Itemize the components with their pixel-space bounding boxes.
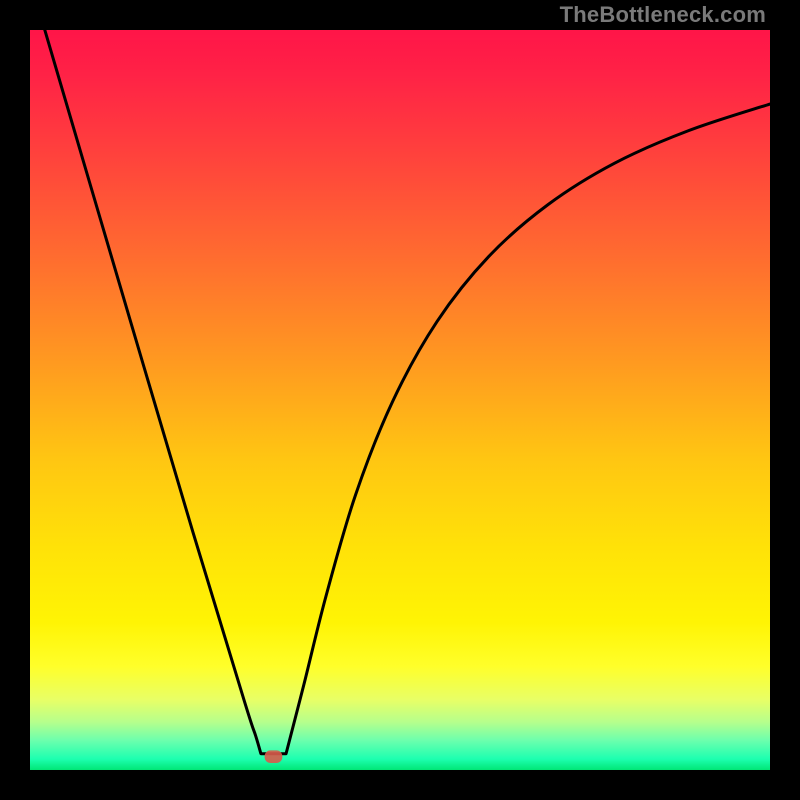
watermark-text: TheBottleneck.com	[560, 2, 766, 28]
outer-frame: TheBottleneck.com	[0, 0, 800, 800]
bottleneck-curve	[45, 30, 770, 754]
plot-area	[30, 30, 770, 770]
min-marker	[265, 750, 283, 763]
curve-layer	[30, 30, 770, 770]
